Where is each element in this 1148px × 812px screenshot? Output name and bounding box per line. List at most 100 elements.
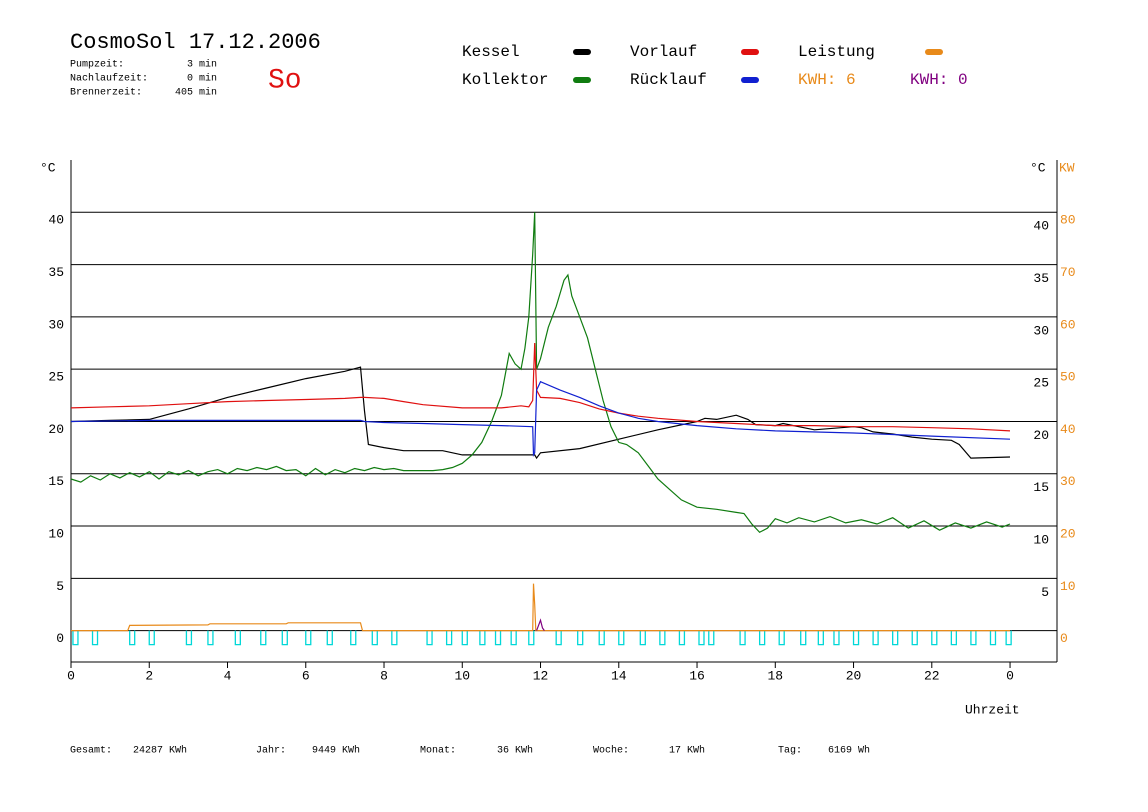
- pump-pulse: [931, 630, 938, 646]
- pump-pulse: [350, 630, 357, 646]
- pump-pulse: [479, 630, 486, 646]
- pump-pulse: [371, 630, 378, 646]
- x-tick-label: 0: [1006, 668, 1014, 683]
- pump-pulse: [970, 630, 977, 646]
- y-tick-label: 25: [48, 370, 64, 385]
- pump-pulse: [129, 630, 136, 646]
- pump-pulse: [148, 630, 155, 646]
- pump-pulse: [281, 630, 288, 646]
- legend-label: Vorlauf: [630, 43, 697, 61]
- y2-tick-label: 60: [1060, 317, 1076, 332]
- pump-pulse: [758, 630, 766, 646]
- series-line: [71, 583, 1010, 632]
- series-line: [70, 366, 1011, 460]
- y-tick-label: 15: [48, 474, 64, 489]
- title: CosmoSol 17.12.2006: [70, 30, 321, 55]
- pump-pulse: [185, 630, 193, 646]
- pump-pulse: [260, 630, 267, 646]
- y2-tick-label: 40: [1060, 422, 1076, 437]
- pump-pulse: [872, 630, 879, 646]
- pump-pulse: [678, 630, 686, 646]
- pump-pulse: [817, 630, 824, 646]
- pump-pulse: [639, 630, 646, 646]
- pump-pulse: [833, 630, 840, 646]
- x-tick-label: 12: [533, 668, 549, 683]
- pump-pulse: [555, 630, 562, 646]
- pump-pulse: [800, 630, 807, 646]
- pump-pulse: [234, 630, 241, 646]
- pump-pulse: [1005, 630, 1012, 646]
- x-tick-label: 2: [145, 668, 153, 683]
- legend-label: Kessel: [462, 43, 520, 61]
- y2-tick-label: 30: [1060, 474, 1076, 489]
- pump-pulse: [510, 630, 517, 646]
- footer-label: Jahr:: [256, 745, 286, 757]
- pump-pulse: [207, 630, 214, 646]
- pump-pulse: [852, 630, 860, 646]
- y2-tick-label: 0: [1060, 631, 1068, 646]
- pump-pulse: [778, 630, 785, 646]
- footer-value: 36 KWh: [497, 745, 533, 757]
- y2-tick-label: 20: [1060, 526, 1076, 541]
- stat-value: 405 min: [175, 87, 217, 99]
- y-tick-label: 40: [48, 213, 64, 228]
- y-tick-label: 20: [48, 422, 64, 437]
- footer-value: 6169 Wh: [828, 745, 870, 757]
- series-line: [536, 618, 545, 631]
- y-right-tick-label: 35: [1033, 271, 1049, 286]
- energy-label: KWH: 0: [910, 71, 968, 89]
- footer-value: 9449 KWh: [312, 745, 360, 757]
- y-tick-label: 30: [48, 317, 64, 332]
- y-right-tick-label: 40: [1033, 219, 1049, 234]
- legend-label: Leistung: [798, 43, 875, 61]
- day: So: [268, 65, 302, 96]
- x-tick-label: 6: [302, 668, 310, 683]
- pump-pulse: [426, 630, 433, 646]
- y-right-tick-label: 30: [1033, 323, 1049, 338]
- pump-pulse: [494, 630, 502, 646]
- stat-value: 0 min: [187, 73, 217, 85]
- series-line: [70, 380, 1011, 458]
- footer-label: Tag:: [778, 746, 802, 757]
- y2-tick-label: 10: [1060, 579, 1076, 594]
- stat-label: Brennerzeit:: [70, 87, 142, 99]
- pump-pulse: [72, 630, 79, 646]
- y-right-tick-label: 20: [1033, 428, 1049, 443]
- pump-pulse: [698, 630, 705, 646]
- x-tick-label: 18: [767, 668, 783, 683]
- series-line: [70, 342, 1011, 432]
- stat-value: 3 min: [187, 59, 217, 71]
- x-axis-label: Uhrzeit: [965, 702, 1020, 717]
- y-tick-label: 0: [56, 631, 64, 646]
- pump-pulse: [708, 630, 715, 646]
- pump-pulse: [739, 630, 746, 646]
- stat-label: Pumpzeit:: [70, 59, 124, 71]
- x-tick-label: 22: [924, 668, 940, 683]
- stat-label: Nachlaufzeit:: [70, 73, 148, 85]
- x-tick-label: 16: [689, 668, 705, 683]
- x-tick-label: 0: [67, 668, 75, 683]
- pump-pulse: [391, 630, 398, 646]
- pump-pulse: [445, 630, 453, 646]
- energy-label: KWH: 6: [798, 71, 856, 89]
- y-right-tick-label: 5: [1041, 585, 1049, 600]
- x-tick-label: 4: [224, 668, 232, 683]
- y2-tick-label: 50: [1060, 370, 1076, 385]
- x-tick-label: 14: [611, 668, 627, 683]
- footer-label: Woche:: [593, 745, 629, 757]
- y-right-label: °C: [1030, 160, 1046, 175]
- y-right-tick-label: 25: [1033, 376, 1049, 391]
- pump-pulse: [461, 630, 468, 646]
- pump-pulse: [659, 630, 666, 646]
- footer-label: Monat:: [420, 746, 456, 757]
- y2-tick-label: 80: [1060, 213, 1076, 228]
- pump-pulse: [91, 630, 99, 646]
- y-axis-label: °C: [40, 160, 56, 175]
- pump-pulse: [577, 630, 584, 646]
- legend-label: Rücklauf: [630, 71, 707, 89]
- y-right-tick-label: 10: [1033, 532, 1049, 547]
- footer-value: 24287 KWh: [133, 745, 187, 757]
- y-tick-label: 35: [48, 265, 64, 280]
- pump-pulse: [989, 630, 997, 646]
